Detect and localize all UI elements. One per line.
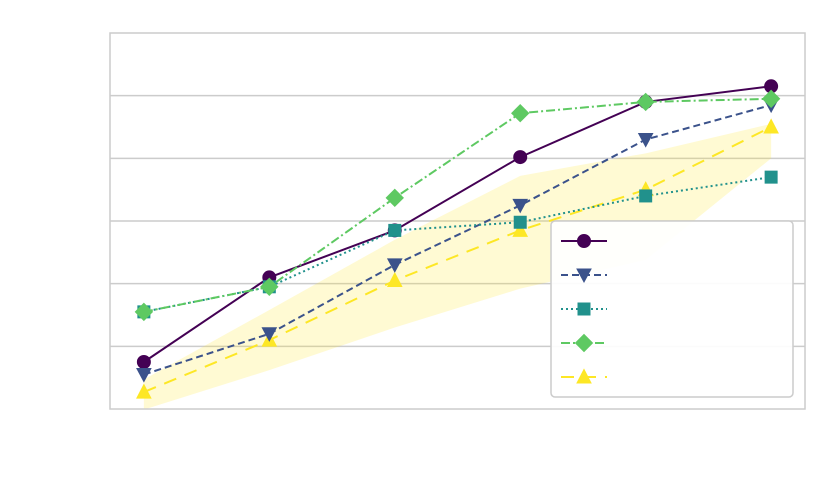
series-line-1 (143, 104, 772, 376)
series-lines (143, 85, 772, 394)
series-4-point-2 (386, 271, 403, 288)
series-3-point-1 (260, 277, 279, 297)
series-1-point-0 (136, 368, 152, 383)
confidence-band-area (143, 123, 772, 410)
series-1-point-4 (637, 133, 654, 148)
series-2-point-4 (639, 189, 653, 203)
confidence-band (143, 123, 772, 410)
series-1-point-1 (261, 327, 278, 342)
series-2-point-5 (764, 170, 778, 184)
series-2-point-2 (388, 223, 402, 237)
legend-marker-2 (577, 302, 591, 316)
series-1-point-3 (512, 198, 529, 214)
series-0-point-3 (513, 150, 528, 165)
series-markers (134, 79, 781, 399)
series-4-point-3 (512, 221, 529, 237)
series-2-point-3 (513, 215, 527, 229)
legend-marker-3 (574, 333, 594, 353)
series-4-point-5 (763, 118, 779, 134)
plot-frame (109, 32, 806, 410)
legend-marker-0 (577, 234, 591, 248)
series-line-3 (143, 97, 772, 313)
series-0-point-0 (136, 355, 151, 369)
series-3-point-5 (761, 89, 781, 109)
legend-marker-4 (576, 368, 592, 384)
legend (550, 220, 794, 398)
series-1-point-2 (386, 258, 403, 273)
series-3-point-0 (134, 302, 154, 322)
series-3-point-3 (511, 104, 530, 123)
legend-box (550, 220, 794, 398)
series-line-4 (143, 126, 772, 394)
series-3-point-4 (636, 92, 655, 112)
legend-marker-1 (576, 268, 592, 284)
series-4-point-0 (136, 383, 152, 399)
series-3-point-2 (385, 188, 404, 208)
